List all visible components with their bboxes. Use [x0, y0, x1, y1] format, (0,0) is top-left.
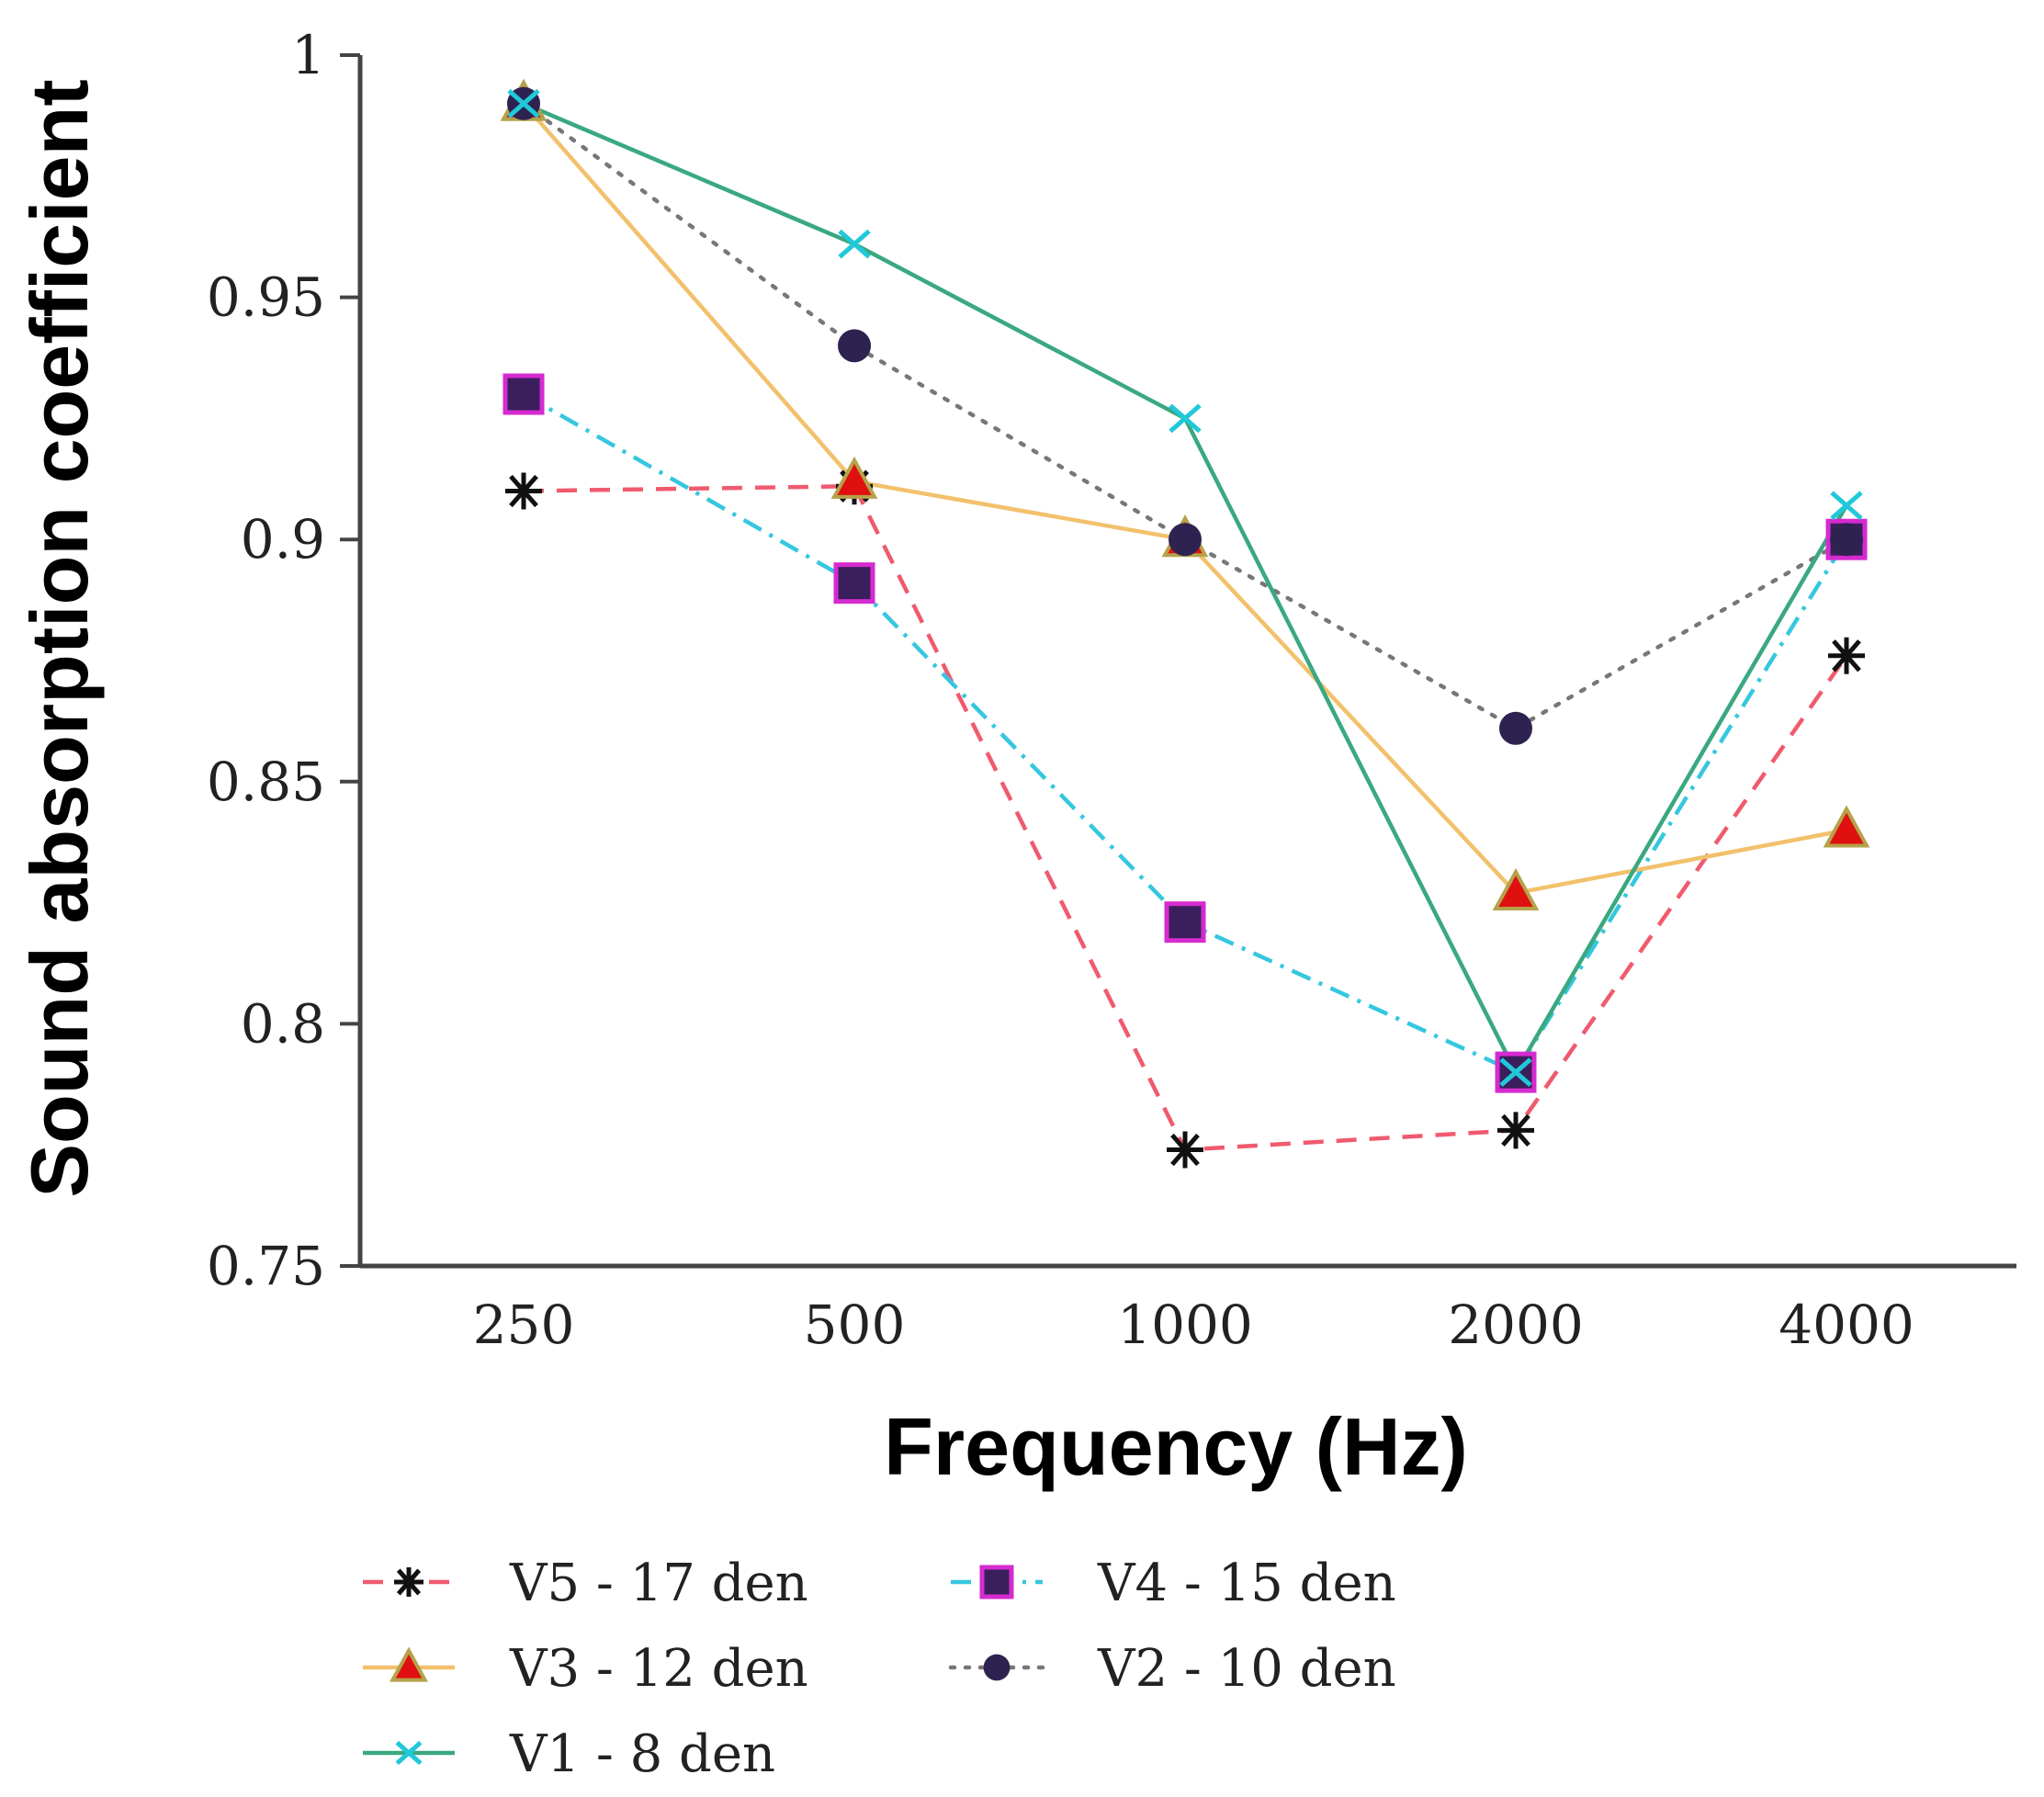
x-tick-label: 500 [804, 1294, 906, 1356]
data-point [503, 373, 545, 415]
series-layer [500, 78, 1870, 1169]
series-v3 [522, 102, 1847, 896]
series-line [523, 483, 1848, 1152]
y-tick-label: 1 [291, 24, 325, 86]
data-point [1823, 805, 1870, 848]
x-tick-label: 1000 [1117, 1294, 1253, 1356]
legend-entry: V1 - 8 den [363, 1724, 775, 1784]
data-point [838, 329, 871, 363]
data-point [1164, 901, 1206, 944]
series-v5 [523, 483, 1848, 1152]
legend-marker [983, 1654, 1011, 1681]
data-point [1167, 1131, 1203, 1169]
legend-entry: V4 - 15 den [951, 1554, 1396, 1613]
legend-entry: V3 - 12 den [363, 1639, 808, 1699]
y-tick-label: 0.8 [241, 992, 325, 1055]
x-tick-label: 4000 [1779, 1294, 1914, 1356]
series-markers [505, 468, 1865, 1169]
legend-label: V5 - 17 den [509, 1554, 808, 1613]
data-point [1499, 1057, 1532, 1088]
series-v4 [522, 392, 1848, 1075]
legend-entry: V5 - 17 den [363, 1554, 808, 1613]
series-markers [500, 78, 1870, 911]
series-line [522, 392, 1848, 1075]
data-point [1169, 403, 1202, 434]
series-markers [507, 88, 1863, 1088]
plot-area [357, 55, 2016, 1269]
data-point [833, 562, 875, 605]
y-axis-ticks: 1 0.95 0.9 0.85 0.8 0.75 [207, 24, 360, 1297]
x-axis-ticks: 250 500 1000 2000 4000 [473, 1294, 1914, 1356]
data-point [1830, 491, 1863, 521]
y-tick-label: 0.75 [207, 1235, 325, 1297]
legend-label: V3 - 12 den [509, 1639, 808, 1699]
legend-marker [395, 1740, 423, 1766]
legend-marker [979, 1565, 1014, 1599]
data-point [505, 472, 542, 510]
series-line [522, 102, 1847, 896]
y-axis-title: Sound absorption coefficient [14, 79, 105, 1197]
series-markers [503, 373, 1868, 1093]
data-point [1169, 523, 1202, 557]
data-point [1828, 637, 1865, 674]
data-point [838, 229, 871, 259]
data-point [507, 88, 540, 119]
data-point [1497, 1112, 1534, 1149]
y-tick-label: 0.95 [207, 266, 325, 329]
legend-label: V2 - 10 den [1097, 1639, 1396, 1699]
legend-entry: V2 - 10 den [948, 1639, 1396, 1699]
x-tick-label: 250 [473, 1294, 575, 1356]
y-tick-label: 0.85 [207, 751, 325, 813]
legend-label: V1 - 8 den [509, 1724, 775, 1784]
legend: V5 - 17 den V4 - 15 den V3 - 12 den V2 - 10… [363, 1554, 1396, 1784]
y-tick-label: 0.9 [241, 508, 325, 571]
x-tick-label: 2000 [1448, 1294, 1584, 1356]
data-point [830, 456, 878, 499]
legend-label: V4 - 15 den [1097, 1554, 1396, 1613]
data-point [1830, 523, 1863, 557]
data-point [1492, 867, 1540, 911]
legend-marker [394, 1567, 423, 1597]
legend-marker [390, 1646, 428, 1682]
x-axis-title: Frequency (Hz) [884, 1401, 1468, 1492]
data-point [1499, 711, 1532, 745]
